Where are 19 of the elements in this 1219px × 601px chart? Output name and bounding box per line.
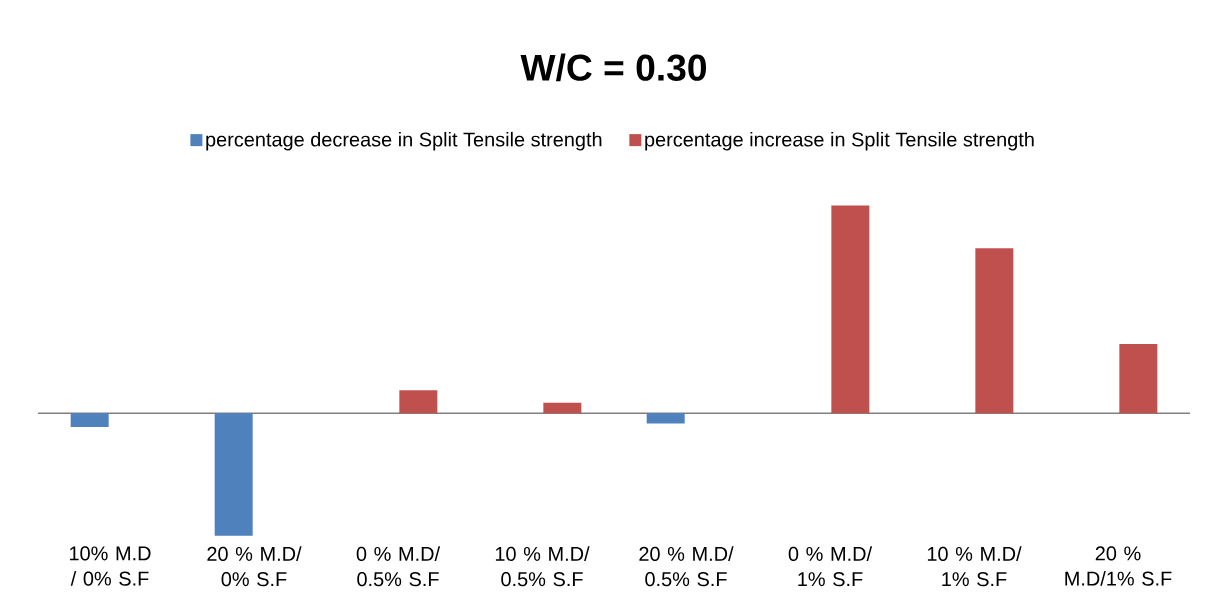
bar	[975, 248, 1014, 414]
x-tick-label: 20 % M.D/ 0% S.F	[207, 546, 302, 587]
legend-label: percentage increase in Split Tensile strength	[645, 131, 1034, 151]
legend-label: percentage decrease in Split Tensile strength	[206, 131, 602, 151]
bar	[1119, 344, 1158, 414]
bar	[543, 402, 582, 414]
x-tick-label: 10 % M.D/ 0.5% S.F	[495, 546, 590, 587]
bar	[399, 390, 438, 414]
x-tick-label: 0 % M.D/ 0.5% S.F	[356, 546, 441, 587]
x-tick-label: 0 % M.D/ 1% S.F	[788, 546, 873, 587]
bar	[831, 205, 870, 414]
x-tick-label: 20 % M.D/ 0.5% S.F	[639, 546, 734, 587]
bar	[646, 413, 685, 424]
bar	[70, 413, 109, 428]
x-tick-label: 20 % M.D/1% S.F	[1065, 546, 1172, 586]
x-tick-label: 10 % M.D/ 1% S.F	[927, 546, 1022, 587]
x-tick-label: 10% M.D / 0% S.F	[70, 546, 151, 586]
chart-title: W/C = 0.30	[520, 53, 707, 82]
bar	[214, 413, 253, 536]
